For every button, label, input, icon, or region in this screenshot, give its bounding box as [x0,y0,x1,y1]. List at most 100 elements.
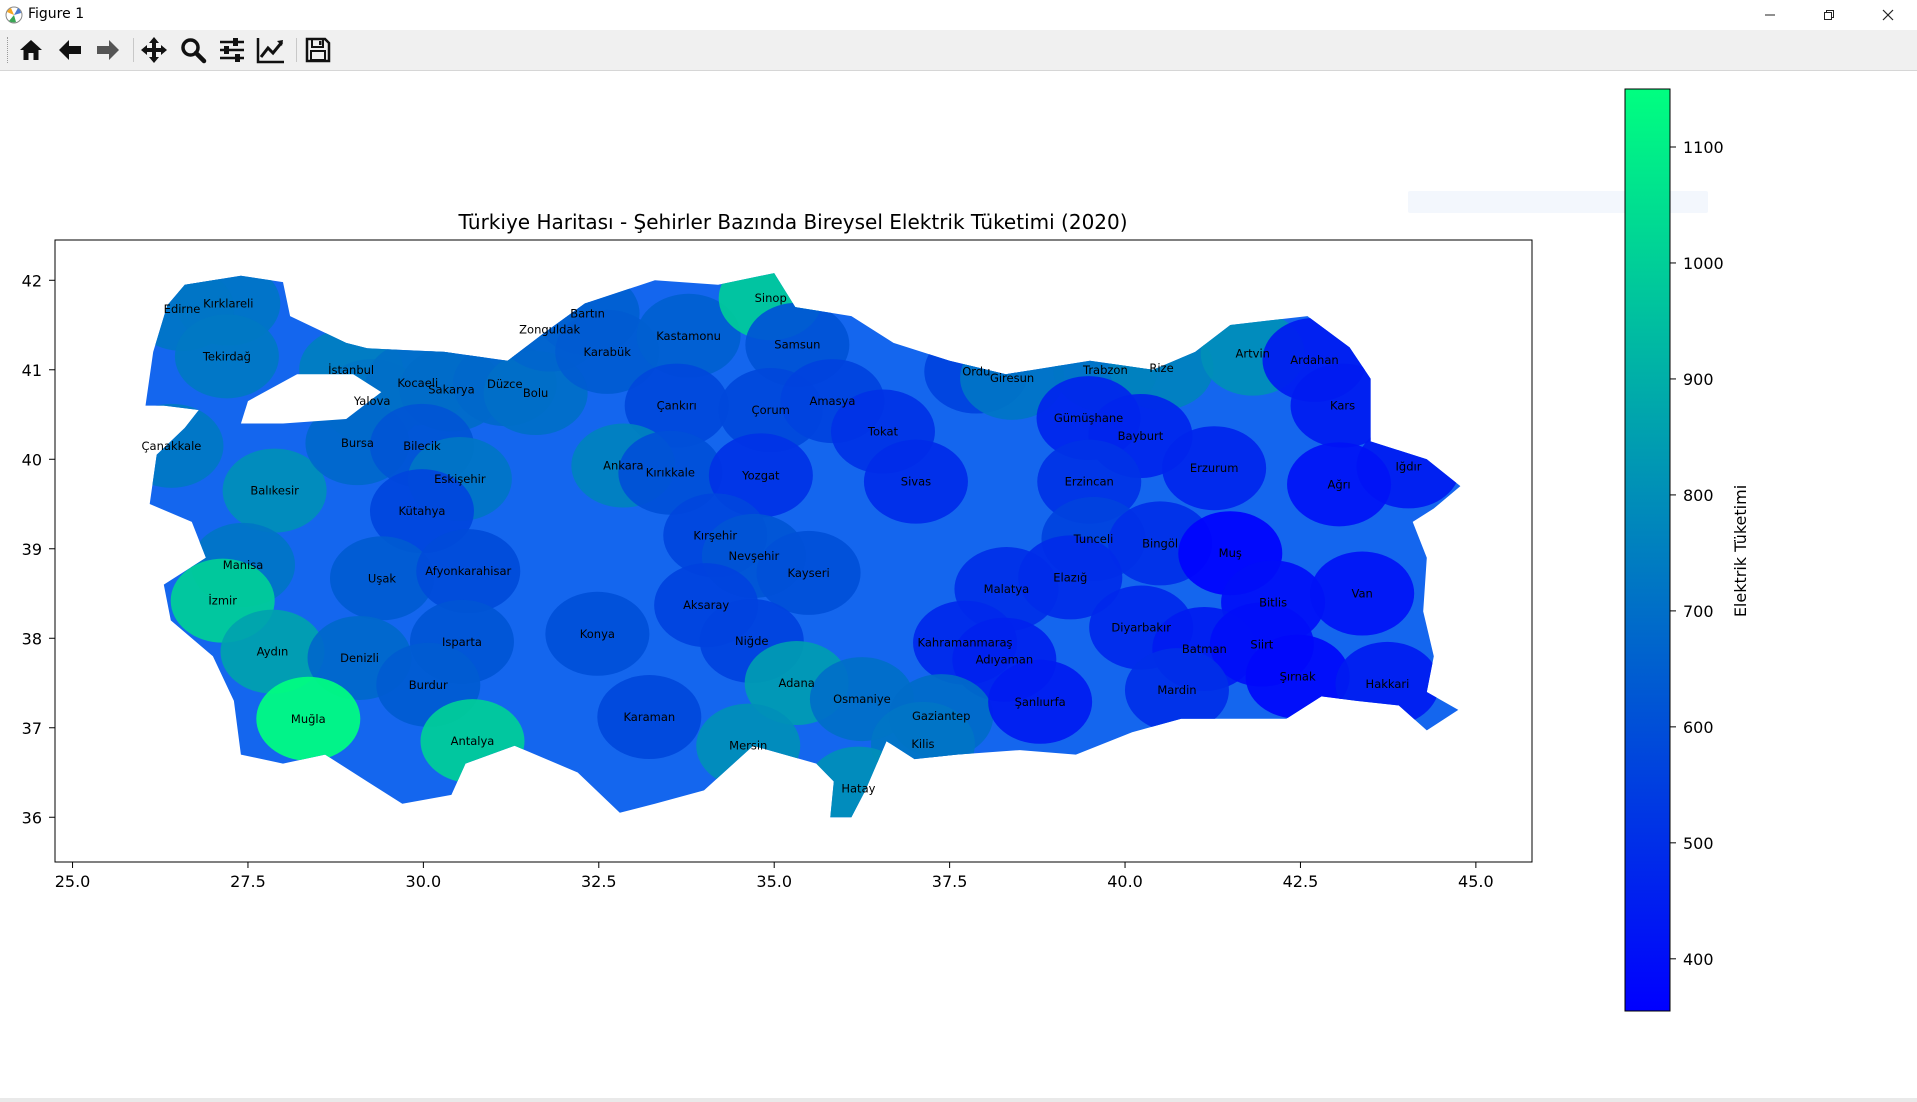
city-label: Afyonkarahisar [425,564,511,578]
x-tick-label: 32.5 [581,872,617,891]
colorbar-tick-label: 900 [1683,370,1714,389]
province-region[interactable] [1162,426,1267,511]
forward-button[interactable] [91,33,125,67]
city-label: Erzurum [1190,461,1239,475]
province-region[interactable] [1310,551,1415,636]
province-region[interactable] [222,448,327,533]
city-label: Aydın [257,645,289,659]
maximize-button[interactable] [1806,0,1852,30]
city-label: Rize [1149,361,1173,375]
city-label: Hatay [841,782,875,796]
province-region[interactable] [624,363,729,448]
x-tick-label: 42.5 [1283,872,1319,891]
back-button[interactable] [53,33,87,67]
province-region[interactable] [256,676,361,761]
pan-button[interactable] [137,33,171,67]
magnifier-icon [181,38,207,64]
minimize-button[interactable] [1747,0,1793,30]
city-label: Ağrı [1327,477,1350,491]
city-label: Bingöl [1142,536,1178,550]
province-region[interactable] [174,314,279,399]
zoom-button[interactable] [176,33,210,67]
choropleth-regions [119,273,1461,818]
map-plot[interactable]: Türkiye Haritası - Şehirler Bazında Bire… [0,71,1917,1031]
save-button[interactable] [301,33,335,67]
province-region[interactable] [988,659,1093,744]
province-region[interactable] [597,675,702,760]
city-label: Artvin [1236,347,1270,361]
line-chart-icon [256,38,284,64]
city-label: Nevşehir [728,549,779,563]
province-region[interactable] [1124,648,1229,733]
province-region[interactable] [618,430,723,515]
city-label: Kayseri [787,566,829,580]
city-label: Uşak [368,571,396,585]
city-label: Iğdır [1396,459,1422,473]
configure-subplots-button[interactable] [215,33,249,67]
province-region[interactable] [555,309,660,394]
city-label: Ankara [603,459,643,473]
city-label: Bursa [341,436,374,450]
x-tick-label: 25.0 [55,872,91,891]
city-label: Elazığ [1053,570,1087,584]
province-region[interactable] [416,529,521,614]
city-label: Kahramanmaraş [918,636,1013,650]
restore-icon [1824,10,1834,20]
chart-title: Türkiye Haritası - Şehirler Bazında Bire… [457,210,1127,234]
province-region[interactable] [329,536,434,621]
city-label: İstanbul [328,362,374,377]
city-label: Adana [778,676,814,690]
y-axis: 36 37 38 39 40 41 42 [22,271,55,827]
province-region[interactable] [1290,363,1395,448]
province-region[interactable] [119,403,224,488]
province-region[interactable] [369,469,474,554]
home-button[interactable] [14,33,48,67]
city-label: Edirne [164,302,201,316]
colorbar-tick-label: 500 [1683,834,1714,853]
toolbar-separator [133,38,134,62]
colorbar-tick-label: 800 [1683,486,1714,505]
y-tick-label: 37 [22,719,42,738]
edit-axis-button[interactable] [254,33,288,67]
province-region[interactable] [756,530,861,615]
city-label: Amasya [809,394,855,408]
city-label: Bitlis [1259,595,1287,609]
province-region[interactable] [636,293,741,378]
city-label: Osmaniye [833,692,891,706]
city-label: Bartın [570,306,605,320]
city-label: Siirt [1250,638,1273,652]
city-label: Denizli [340,651,379,665]
city-label: Karaman [623,710,675,724]
city-label: Bilecik [403,439,441,453]
marmara-sea [240,374,382,424]
figure-canvas[interactable]: Türkiye Haritası - Şehirler Bazında Bire… [0,71,1917,1102]
city-label: Eskişehir [434,472,486,486]
city-label: Adıyaman [976,653,1034,667]
toolbar-separator [296,38,297,62]
window-titlebar: Figure 1 [0,0,1917,30]
sliders-icon [220,38,244,62]
province-region[interactable] [220,609,325,694]
province-region[interactable] [1287,442,1392,527]
y-tick-label: 38 [22,629,42,648]
city-label: Kırşehir [693,528,737,542]
colorbar-tick-label: 1100 [1683,138,1724,157]
city-label: Kastamonu [656,329,721,343]
colorbar [1624,88,1671,1012]
city-label: Çorum [752,403,790,417]
city-label: Bolu [523,386,548,400]
province-region[interactable] [863,439,968,524]
city-label: Tunceli [1073,532,1114,546]
city-label: Kırklareli [203,297,253,311]
city-label: Yozgat [741,468,780,482]
city-label: Bayburt [1118,429,1164,443]
city-label: Malatya [984,582,1030,596]
province-region[interactable] [545,591,650,676]
close-button[interactable] [1865,0,1911,30]
x-tick-label: 30.0 [406,872,442,891]
province-region[interactable] [708,433,813,518]
colorbar-axis: 400 500 600 700 800 900 1000 1100 [1670,138,1724,969]
x-tick-label: 35.0 [756,872,792,891]
province-region[interactable] [1018,535,1123,620]
